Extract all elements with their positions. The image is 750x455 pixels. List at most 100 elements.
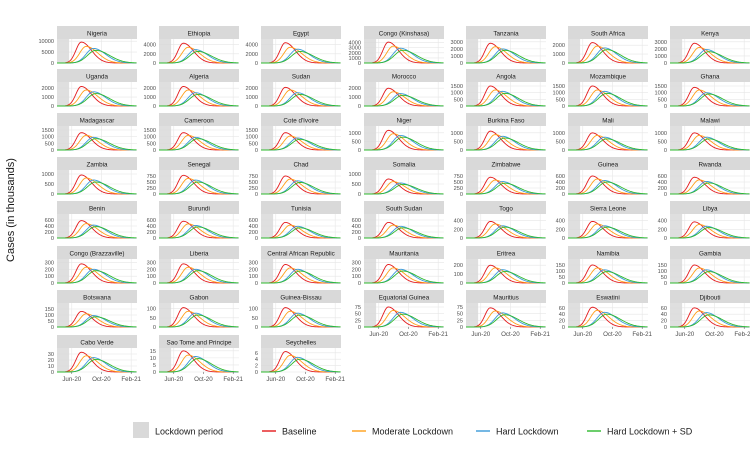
- series-line-moderate-lockdown: [261, 178, 341, 195]
- series-line-moderate-lockdown: [568, 89, 648, 107]
- lockdown-period: [466, 170, 479, 194]
- series-line-hard-lockdown-sd: [159, 93, 239, 107]
- lockdown-period: [466, 39, 479, 63]
- strip-congo-kinshasa: [364, 26, 444, 39]
- lockdown-period: [568, 126, 581, 150]
- strip-rwanda: [670, 157, 750, 170]
- x-tick-label: Oct-20: [399, 331, 418, 338]
- y-tick-label: 200: [249, 267, 258, 273]
- series-line-moderate-lockdown: [159, 46, 239, 64]
- series-line-hard-lockdown-sd: [670, 227, 750, 239]
- strip-togo: [466, 201, 546, 214]
- series-line-moderate-lockdown: [670, 267, 750, 284]
- y-tick-label: 3000: [349, 46, 361, 52]
- y-tick-label: 0: [255, 370, 258, 376]
- legend: Lockdown period Baseline Moderate Lockdown…: [133, 422, 693, 438]
- y-tick-label: 500: [454, 139, 463, 145]
- series-line-hard-lockdown-sd: [364, 183, 444, 195]
- y-tick-label: 0: [153, 61, 156, 67]
- lockdown-period: [261, 259, 274, 283]
- panel-togo: Togo 0 200 400: [454, 201, 546, 242]
- y-tick-label: 1500: [655, 84, 667, 90]
- y-tick-label: 400: [45, 224, 54, 230]
- strip-ghana: [670, 69, 750, 82]
- series-line-moderate-lockdown: [568, 267, 648, 284]
- strip-angola: [466, 69, 546, 82]
- y-tick-label: 250: [147, 186, 156, 192]
- y-tick-label: 1000: [42, 172, 54, 178]
- y-tick-label: 0: [358, 61, 361, 67]
- y-tick-label: 100: [147, 307, 156, 313]
- y-tick-label: 400: [249, 224, 258, 230]
- series-line-moderate-lockdown: [466, 179, 546, 195]
- y-tick-label: 500: [658, 97, 667, 103]
- strip-south-sudan: [364, 201, 444, 214]
- lockdown-period: [670, 126, 683, 150]
- y-tick-label: 0: [51, 104, 54, 110]
- y-tick-label: 0: [562, 236, 565, 242]
- y-tick-label: 100: [45, 274, 54, 280]
- series-line-hard-lockdown-sd: [261, 314, 341, 328]
- series-line-moderate-lockdown: [261, 135, 341, 151]
- legend-label-hard-lockdown: Hard Lockdown: [496, 427, 559, 437]
- strip-label-liberia: Liberia: [190, 251, 209, 258]
- strip-label-seychelles: Seychelles: [286, 340, 316, 347]
- y-tick-label: 1500: [42, 128, 54, 134]
- legend-label-hard-lockdown-sd: Hard Lockdown + SD: [607, 427, 693, 437]
- y-tick-label: 0: [153, 281, 156, 287]
- series-line-moderate-lockdown: [159, 310, 239, 328]
- series-line-moderate-lockdown: [364, 181, 444, 195]
- y-tick-label: 2: [255, 364, 258, 370]
- strip-cameroon: [159, 113, 239, 126]
- y-tick-label: 100: [658, 269, 667, 275]
- lockdown-period: [364, 303, 377, 327]
- series-line-hard-lockdown-sd: [159, 226, 239, 239]
- y-tick-label: 1000: [144, 95, 156, 101]
- series-line-moderate-lockdown: [57, 177, 137, 195]
- strip-sudan: [261, 69, 341, 82]
- strip-label-burkina-faso: Burkina Faso: [487, 118, 525, 125]
- series-line-moderate-lockdown: [364, 133, 444, 151]
- y-tick-label: 0: [255, 148, 258, 154]
- strip-mauritania: [364, 246, 444, 259]
- series-line-moderate-lockdown: [57, 134, 137, 151]
- y-tick-label: 1000: [553, 91, 565, 97]
- series-line-hard-lockdown-sd: [261, 358, 341, 373]
- strip-equatorial-guinea: [364, 290, 444, 303]
- lockdown-period: [670, 170, 683, 194]
- series-line-moderate-lockdown: [57, 355, 137, 373]
- y-tick-label: 0: [562, 192, 565, 198]
- strip-niger: [364, 113, 444, 126]
- series-line-moderate-lockdown: [466, 310, 546, 328]
- series-line-moderate-lockdown: [466, 89, 546, 107]
- x-tick-label: Jun-20: [62, 376, 81, 383]
- y-tick-label: 1000: [349, 172, 361, 178]
- lockdown-period: [568, 259, 581, 283]
- y-tick-label: 0: [153, 104, 156, 110]
- y-tick-label: 200: [556, 186, 565, 192]
- y-tick-label: 200: [352, 267, 361, 273]
- lockdown-period: [670, 259, 683, 283]
- y-tick-label: 1000: [246, 95, 258, 101]
- y-tick-label: 0: [460, 192, 463, 198]
- strip-label-mali: Mali: [602, 118, 614, 125]
- y-tick-label: 600: [249, 218, 258, 224]
- y-tick-label: 0: [358, 104, 361, 110]
- series-line-hard-lockdown-sd: [159, 358, 239, 373]
- y-tick-label: 300: [352, 260, 361, 266]
- legend-label-moderate-lockdown: Moderate Lockdown: [372, 427, 453, 437]
- panel-morocco: Morocco 0 1000 2000: [349, 69, 444, 110]
- strip-label-benin: Benin: [89, 206, 106, 213]
- y-tick-label: 100: [352, 274, 361, 280]
- y-tick-label: 25: [457, 318, 463, 324]
- y-tick-label: 2000: [144, 86, 156, 92]
- series-line-hard-lockdown-sd: [159, 314, 239, 328]
- y-tick-label: 0: [562, 104, 565, 110]
- y-tick-label: 0: [460, 236, 463, 242]
